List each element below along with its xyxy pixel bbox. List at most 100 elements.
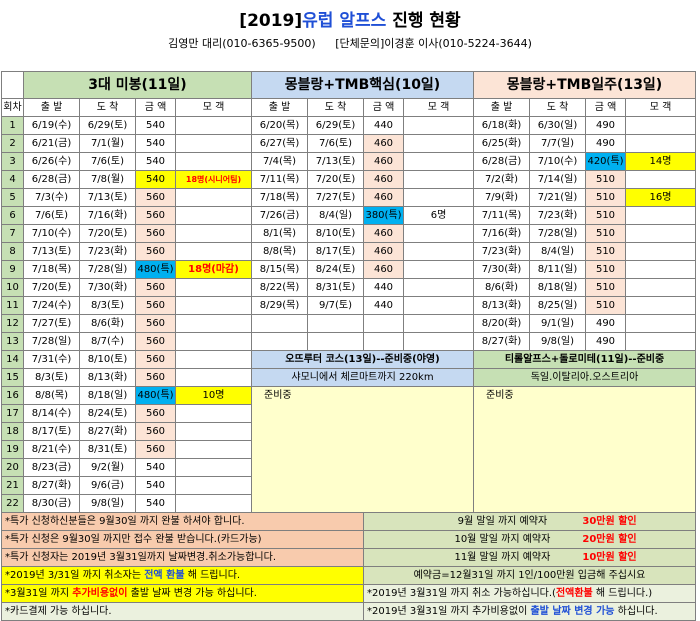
- table-row: 16 8/8(목) 8/18(일) 480(특) 10명 준비중 준비중: [1, 386, 696, 513]
- discount-label: 11월 말일 까지 예약자: [454, 552, 551, 563]
- note-special-change: *특가 신청자는 2019년 3월31일까지 날짜변경.취소가능합니다.: [1, 548, 364, 567]
- note-payment-deadline: *특가 신청하신분들은 9월30일 까지 완불 하셔야 합니다.: [1, 512, 364, 531]
- group-count: [625, 224, 696, 243]
- arrive-date: 7/20(토): [307, 170, 364, 189]
- depart-date: 8/22(목): [251, 278, 308, 297]
- table-row: 19 8/21(수) 8/31(토) 560: [1, 440, 696, 459]
- price: 560: [135, 224, 176, 243]
- price: 480(특): [135, 386, 176, 405]
- group-count: [403, 224, 474, 243]
- round-number: 13: [1, 332, 24, 351]
- arrive-date: 7/23(화): [79, 242, 136, 261]
- empty-cell: [307, 332, 364, 351]
- note-special-deadline: *특가 신청은 9월30일 까지만 접수 완불 받습니다.(카드가능): [1, 530, 364, 549]
- arrive-date: 9/1(일): [529, 314, 586, 333]
- depart-date: 7/4(목): [251, 152, 308, 171]
- depart-date: 6/19(수): [23, 116, 80, 135]
- arrive-date: 6/30(일): [529, 116, 586, 135]
- contact-manager: 김영만 대리(010-6365-9500): [168, 37, 316, 50]
- column-header: 도 착: [529, 98, 586, 117]
- price: 560: [135, 278, 176, 297]
- price: 460: [363, 134, 404, 153]
- empty-cell: [251, 332, 308, 351]
- arrive-date: 8/4(일): [529, 242, 586, 261]
- round-number: 8: [1, 242, 24, 261]
- price: 480(특): [135, 260, 176, 279]
- price: 560: [135, 350, 176, 369]
- section-tmb-core: 몽블랑+TMB핵심(10일): [251, 71, 474, 99]
- depart-date: 7/6(토): [23, 206, 80, 225]
- arrive-date: 7/21(일): [529, 188, 586, 207]
- price: 560: [135, 422, 176, 441]
- price: 540: [135, 134, 176, 153]
- round-number: 12: [1, 314, 24, 333]
- arrive-date: 8/10(토): [307, 224, 364, 243]
- round-number: 19: [1, 440, 24, 459]
- depart-date: 6/27(목): [251, 134, 308, 153]
- depart-date: 6/28(금): [23, 170, 80, 189]
- round-number: 10: [1, 278, 24, 297]
- prep-course-b-body: 준비중: [251, 386, 474, 513]
- round-header: 회차: [1, 98, 24, 117]
- table-row: 7 7/10(수) 7/20(토) 560 8/1(목) 8/10(토) 460 7/16(화…: [1, 224, 696, 243]
- note-right: *2019년 3월31일 까지 추가비용없이 출발 날짜 변경 가능 하십니다.: [363, 602, 696, 621]
- table-row: 3 6/26(수) 7/6(토) 540 7/4(목) 7/13(토) 460 6/28(금)…: [1, 152, 696, 171]
- group-count: [625, 242, 696, 261]
- depart-date: 6/21(금): [23, 134, 80, 153]
- group-count: [625, 278, 696, 297]
- prep-course-c-title: 티롤알프스+돌로미테(11일)--준비중: [473, 350, 696, 369]
- arrive-date: 9/8(일): [79, 494, 136, 513]
- round-number: 5: [1, 188, 24, 207]
- group-count: [175, 314, 252, 333]
- note-right-em: 전액환불: [555, 588, 593, 599]
- depart-date: 7/26(금): [251, 206, 308, 225]
- empty-cell: [307, 314, 364, 333]
- arrive-date: 8/11(일): [529, 260, 586, 279]
- arrive-date: 9/6(금): [79, 476, 136, 495]
- price: 510: [585, 296, 626, 315]
- depart-date: 8/20(화): [473, 314, 530, 333]
- group-count: [403, 278, 474, 297]
- price: 460: [363, 242, 404, 261]
- price: 560: [135, 188, 176, 207]
- table-row: 5 7/3(수) 7/13(토) 560 7/18(목) 7/27(토) 460 7/9(화)…: [1, 188, 696, 207]
- group-count: [625, 206, 696, 225]
- note-left: *2019년 3/31일 까지 취소자는 전액 환불 해 드립니다.: [1, 566, 364, 585]
- price: 560: [135, 440, 176, 459]
- arrive-date: 8/24(토): [79, 404, 136, 423]
- depart-date: 7/30(화): [473, 260, 530, 279]
- group-count: [403, 296, 474, 315]
- title-alps: 알프스: [339, 11, 387, 31]
- column-header: 출 발: [473, 98, 530, 117]
- depart-date: 7/16(화): [473, 224, 530, 243]
- arrive-date: 8/4(일): [307, 206, 364, 225]
- note-right-pre: *2019년 3월31일 까지 추가비용없이: [367, 606, 531, 617]
- note-right: 11월 말일 까지 예약자 10만원 할인: [363, 548, 696, 567]
- arrive-date: 8/17(토): [307, 242, 364, 261]
- depart-date: 8/6(화): [473, 278, 530, 297]
- deposit-note: 예약금=12월31일 까지 1인/100만원 입금해 주십시요: [363, 566, 696, 585]
- round-number: 14: [1, 350, 24, 369]
- arrive-date: 9/7(토): [307, 296, 364, 315]
- title-prefix: [2019]: [239, 11, 303, 31]
- note-card: *카드결제 가능 하십니다.: [1, 602, 364, 621]
- depart-date: 8/3(토): [23, 368, 80, 387]
- note-right: *2019년 3월31일 까지 취소 가능하십니다.(전액환불 해 드립니다.): [363, 584, 696, 603]
- depart-date: 7/31(수): [23, 350, 80, 369]
- table-row: 9 7/18(목) 7/28(일) 480(특) 18명(마감) 8/15(목) 8/24(…: [1, 260, 696, 279]
- group-count: [175, 440, 252, 459]
- arrive-date: 8/18(일): [529, 278, 586, 297]
- note-change-em: 추가비용없이: [72, 588, 128, 599]
- group-count: [625, 170, 696, 189]
- depart-date: 7/9(화): [473, 188, 530, 207]
- title-suffix: 진행 현황: [392, 11, 461, 31]
- column-header: 도 착: [79, 98, 136, 117]
- prep-course-c-sub: 독일.이탈리아.오스트리아: [473, 368, 696, 387]
- column-header: 금 액: [135, 98, 176, 117]
- note-cancel-pre: *2019년 3/31일 까지 취소자는: [5, 570, 145, 581]
- arrive-date: 8/10(토): [79, 350, 136, 369]
- title-europe: 유럽: [302, 11, 334, 31]
- schedule-table: 3대 미봉(11일) 몽블랑+TMB핵심(10일) 몽블랑+TMB일주(13일) 회차…: [1, 71, 696, 621]
- group-count: [175, 152, 252, 171]
- round-number: 20: [1, 458, 24, 477]
